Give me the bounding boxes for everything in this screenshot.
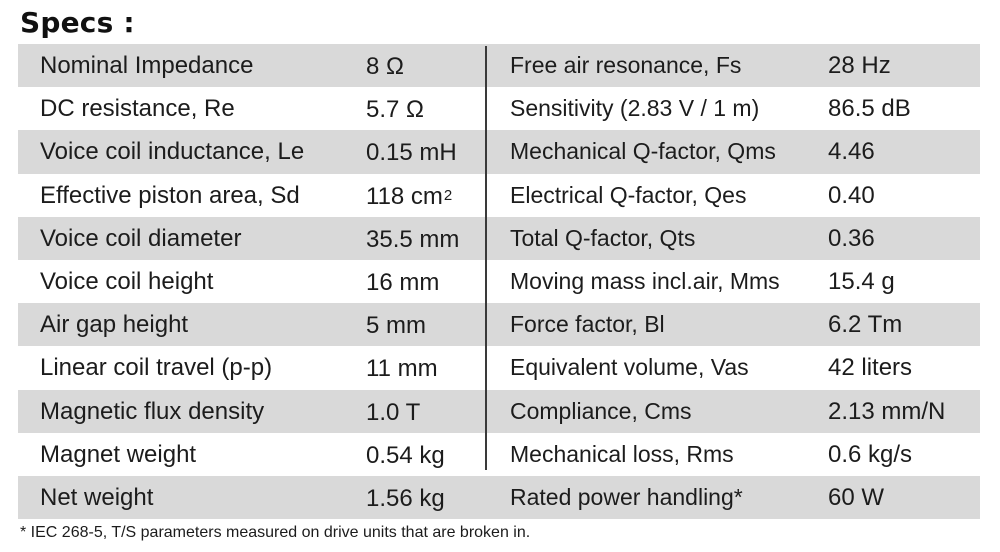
specs-table: Nominal Impedance 8 Ω Free air resonance… [18,44,980,520]
spec-value: 5 mm [366,312,426,340]
spec-name: Sensitivity (2.83 V / 1 m) [510,95,760,122]
spec-name: Linear coil travel (p-p) [40,354,273,382]
spec-name: DC resistance, Re [40,95,235,123]
spec-value: 1.56 kg [366,484,445,512]
spec-row: Nominal Impedance 8 Ω Free air resonance… [18,44,980,88]
spec-value: 11 mm [366,355,438,383]
spec-name: Electrical Q-factor, Qes [510,181,747,208]
spec-name: Magnet weight [40,440,197,468]
spec-row: Net weight 1.56 kg Rated power handling*… [18,475,980,520]
spec-row: Air gap height 5 mm Force factor, Bl 6.2… [18,303,980,347]
spec-value: 0.15 mH [366,139,457,167]
superscript: 2 [443,186,453,204]
spec-value: 60 W [828,483,885,511]
spec-row: Linear coil travel (p-p) 11 mm Equivalen… [18,346,980,389]
spec-name: Moving mass incl.air, Mms [510,267,780,294]
spec-name: Nominal Impedance [40,52,254,79]
footnote: * IEC 268-5, T/S parameters measured on … [20,524,531,541]
spec-name: Effective piston area, Sd [40,181,300,209]
spec-value: 0.54 kg [366,441,445,469]
spec-name: Net weight [40,483,154,511]
spec-name: Voice coil inductance, Le [40,138,305,166]
spec-name: Voice coil diameter [40,224,242,252]
spec-row: Magnet weight 0.54 kg Mechanical loss, R… [18,433,980,476]
spec-value: 42 liters [828,354,913,382]
specs-title: Specs : [20,6,135,39]
spec-name: Mechanical loss, Rms [510,440,734,467]
spec-value: 28 Hz [828,52,891,79]
spec-name: Force factor, Bl [510,311,665,338]
spec-value: 0.40 [828,181,875,209]
spec-row: Voice coil inductance, Le 0.15 mH Mechan… [18,130,980,174]
spec-value: 0.36 [828,224,875,252]
spec-name: Total Q-factor, Qts [510,224,696,251]
spec-value: 8 Ω [366,53,404,80]
spec-value: 86.5 dB [828,95,911,123]
spec-name: Compliance, Cms [510,397,692,424]
spec-row: DC resistance, Re 5.7 Ω Sensitivity (2.8… [18,87,980,130]
spec-row: Magnetic flux density 1.0 T Compliance, … [18,389,980,433]
spec-name: Free air resonance, Fs [510,52,742,78]
spec-name: Rated power handling* [510,483,743,510]
spec-value: 15.4 g [828,267,895,295]
spec-value: 5.7 Ω [366,96,424,124]
spec-value: 2.13 mm/N [828,397,946,425]
spec-row: Voice coil height 16 mm Moving mass incl… [18,260,980,303]
spec-row: Effective piston area, Sd 118 cm2 Electr… [18,174,980,217]
spec-value: 16 mm [366,268,440,296]
spec-name: Voice coil height [40,267,214,295]
spec-name: Equivalent volume, Vas [510,354,749,381]
spec-value: 35.5 mm [366,225,460,253]
spec-value: 1.0 T [366,398,421,426]
spec-value: 0.6 kg/s [828,440,913,468]
column-divider [485,46,487,470]
spec-value: 6.2 Tm [828,311,903,339]
spec-name: Air gap height [40,311,189,339]
spec-name: Mechanical Q-factor, Qms [510,138,776,165]
spec-value: 4.46 [828,138,875,166]
spec-row: Voice coil diameter 35.5 mm Total Q-fact… [18,216,980,260]
spec-name: Magnetic flux density [40,397,265,425]
spec-value: 118 cm2 [366,182,453,210]
